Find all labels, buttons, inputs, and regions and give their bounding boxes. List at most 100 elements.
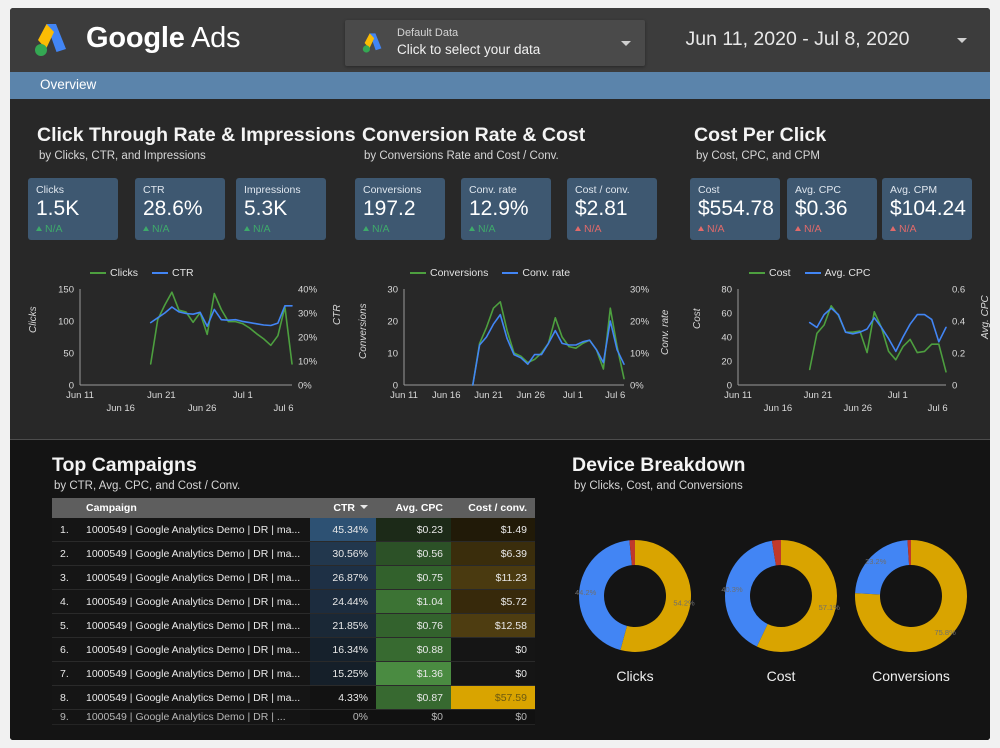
row-avg-cpc: $1.04 xyxy=(376,590,451,613)
row-index: 9. xyxy=(60,711,69,723)
table-row[interactable]: 4. 1000549 | Google Analytics Demo | DR |… xyxy=(52,590,535,614)
legend-item: Conv. rate xyxy=(502,267,570,279)
scorecard-cost[interactable]: Cost $554.78 N/A xyxy=(690,178,780,240)
chart-series-line xyxy=(472,313,625,386)
scorecard-impressions[interactable]: Impressions 5.3K N/A xyxy=(236,178,326,240)
row-cost-per-conv: $12.58 xyxy=(451,614,535,637)
chevron-down-icon[interactable] xyxy=(957,38,967,43)
row-ctr: 4.33% xyxy=(310,686,376,709)
donut-slice[interactable] xyxy=(629,540,635,566)
scorecard-cost-per-conv[interactable]: Cost / conv. $2.81 N/A xyxy=(567,178,657,240)
scorecard-label: Conv. rate xyxy=(469,184,517,196)
scorecard-clicks[interactable]: Clicks 1.5K N/A xyxy=(28,178,118,240)
arrow-up-icon xyxy=(143,226,149,231)
row-ctr: 24.44% xyxy=(310,590,376,613)
chart-right-axis-label: Conv. rate xyxy=(660,309,671,355)
metrics-section: Click Through Rate & Impressions by Clic… xyxy=(10,99,990,440)
donut-chart-conversions[interactable]: 75.8% 23.2% Conversions xyxy=(841,526,981,684)
top-campaigns-subtitle: by CTR, Avg. CPC, and Cost / Conv. xyxy=(54,480,241,492)
date-range-selector[interactable]: Jun 11, 2020 - Jul 8, 2020 xyxy=(660,28,975,56)
row-cost-per-conv: $1.49 xyxy=(451,518,535,541)
table-body: 1. 1000549 | Google Analytics Demo | DR |… xyxy=(52,518,535,725)
tab-overview[interactable]: Overview xyxy=(40,77,97,92)
donut-slice[interactable] xyxy=(771,540,781,566)
arrow-up-icon xyxy=(469,226,475,231)
row-ctr: 16.34% xyxy=(310,638,376,661)
device-breakdown-title: Device Breakdown xyxy=(572,454,746,476)
donut-label: Clicks xyxy=(616,668,654,684)
row-ctr: 0% xyxy=(310,710,376,724)
donut-slice[interactable] xyxy=(756,540,837,652)
table-header-ctr[interactable]: CTR xyxy=(310,498,376,518)
table-header-campaign[interactable]: Campaign xyxy=(86,502,137,514)
axis-tick-label: Jun 26 xyxy=(516,390,545,401)
details-section: Top Campaigns by CTR, Avg. CPC, and Cost… xyxy=(10,440,990,740)
donut-slice[interactable] xyxy=(579,540,632,651)
chevron-down-icon[interactable] xyxy=(621,41,631,46)
data-source-selector[interactable]: Default Data Click to select your data xyxy=(345,20,645,66)
donut-slice[interactable] xyxy=(725,540,776,647)
row-ctr: 45.34% xyxy=(310,518,376,541)
legend-swatch xyxy=(410,271,426,275)
axis-tick-label: Jul 1 xyxy=(563,390,583,401)
row-cost-per-conv: $57.59 xyxy=(451,686,535,709)
date-range-text: Jun 11, 2020 - Jul 8, 2020 xyxy=(685,28,910,50)
axis-tick-label: 10% xyxy=(630,349,650,360)
table-row[interactable]: 9. 1000549 | Google Analytics Demo | DR |… xyxy=(52,710,535,725)
row-ctr: 30.56% xyxy=(310,542,376,565)
table-row[interactable]: 5. 1000549 | Google Analytics Demo | DR |… xyxy=(52,614,535,638)
scorecard-value: 12.9% xyxy=(469,197,529,220)
donut-chart-cost[interactable]: 57.1% 40.3% Cost xyxy=(711,526,851,684)
donut-slice[interactable] xyxy=(855,540,967,652)
axis-tick-label: 0 xyxy=(69,381,74,392)
legend-swatch xyxy=(502,271,519,275)
scorecard-value: 28.6% xyxy=(143,197,203,220)
google-ads-mini-logo xyxy=(362,33,382,53)
row-avg-cpc: $0.87 xyxy=(376,686,451,709)
scorecard-delta: N/A xyxy=(143,223,170,235)
axis-tick-label: Jul 6 xyxy=(605,390,625,401)
table-header-cost-per-conv[interactable]: Cost / conv. xyxy=(468,502,527,514)
donut-slice[interactable] xyxy=(907,540,911,566)
scorecard-ctr[interactable]: CTR 28.6% N/A xyxy=(135,178,225,240)
row-avg-cpc: $0 xyxy=(376,710,451,724)
scorecard-conv-rate[interactable]: Conv. rate 12.9% N/A xyxy=(461,178,551,240)
axis-tick-label: Jun 26 xyxy=(188,403,217,414)
scorecard-label: CTR xyxy=(143,184,165,196)
scorecard-conversions[interactable]: Conversions 197.2 N/A xyxy=(355,178,445,240)
table-row[interactable]: 8. 1000549 | Google Analytics Demo | DR |… xyxy=(52,686,535,710)
donut-slice-label: 40.3% xyxy=(721,585,743,594)
table-row[interactable]: 6. 1000549 | Google Analytics Demo | DR |… xyxy=(52,638,535,662)
scorecard-value: $554.78 xyxy=(698,197,774,220)
row-campaign: 1000549 | Google Analytics Demo | DR | m… xyxy=(86,667,301,680)
scorecard-delta: N/A xyxy=(36,223,63,235)
legend-item: Clicks xyxy=(90,267,138,279)
table-row[interactable]: 3. 1000549 | Google Analytics Demo | DR |… xyxy=(52,566,535,590)
chart-conversions-rate: Conversions Conv. rate 0 10 20 30 0% 10% 20% 30… xyxy=(358,267,671,419)
table-row[interactable]: 2. 1000549 | Google Analytics Demo | DR |… xyxy=(52,542,535,566)
axis-tick-label: 0% xyxy=(298,381,312,392)
donut-slice[interactable] xyxy=(855,540,910,595)
axis-tick-label: Jul 1 xyxy=(888,390,908,401)
device-breakdown-subtitle: by Clicks, Cost, and Conversions xyxy=(574,480,743,492)
legend-label: CTR xyxy=(172,267,194,279)
panel-title-cpc: Cost Per Click xyxy=(694,124,827,146)
scorecard-delta-text: N/A xyxy=(804,223,822,235)
donut-slice[interactable] xyxy=(620,540,691,652)
scorecard-avg-cpm[interactable]: Avg. CPM $104.24 N/A xyxy=(882,178,972,240)
row-index: 2. xyxy=(60,547,69,560)
axis-tick-label: Jul 6 xyxy=(273,403,293,414)
legend-label: Avg. CPC xyxy=(824,267,871,279)
scorecard-avg-cpc[interactable]: Avg. CPC $0.36 N/A xyxy=(787,178,877,240)
axis-tick-label: Jun 21 xyxy=(804,390,833,401)
scorecard-value: 5.3K xyxy=(244,197,288,220)
table-header-avg-cpc[interactable]: Avg. CPC xyxy=(395,502,443,514)
sort-descending-icon[interactable] xyxy=(360,505,368,509)
scorecard-delta-text: N/A xyxy=(478,223,496,235)
table-row[interactable]: 1. 1000549 | Google Analytics Demo | DR |… xyxy=(52,518,535,542)
scorecard-label: Clicks xyxy=(36,184,64,196)
donut-label: Cost xyxy=(766,668,796,684)
table-row[interactable]: 7. 1000549 | Google Analytics Demo | DR |… xyxy=(52,662,535,686)
donut-chart-clicks[interactable]: 54.2% 44.2% Clicks xyxy=(565,526,705,684)
row-campaign: 1000549 | Google Analytics Demo | DR | m… xyxy=(86,595,301,608)
